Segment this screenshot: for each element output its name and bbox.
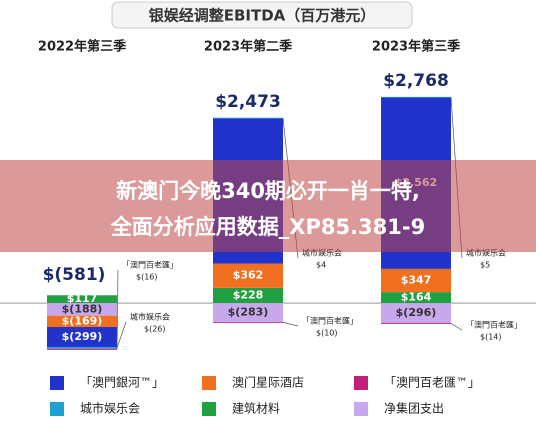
value-label: $362: [233, 269, 264, 282]
value-label: $(296): [396, 306, 437, 319]
legend-label: 净集团支出: [384, 401, 444, 416]
callout-name: 城市娱乐会: [130, 312, 170, 322]
value-label: $228: [233, 288, 264, 301]
legend-swatch: [354, 402, 368, 416]
value-label: $(283): [228, 306, 269, 319]
bar-segment: [381, 292, 451, 304]
legend-swatch: [202, 402, 216, 416]
bar-segment: [213, 303, 283, 323]
callout-value: $4: [316, 261, 326, 270]
callout-line: [450, 323, 463, 331]
value-label: $(299): [62, 330, 103, 343]
legend-label: 城市娱乐会: [80, 401, 140, 416]
callout-name: 城市娱乐会: [466, 248, 506, 258]
bar-segment: [381, 268, 451, 293]
legend-swatch: [50, 376, 64, 390]
total-label: $(581): [43, 265, 106, 285]
bar-segment: [47, 303, 117, 316]
legend-label: 建筑材料: [232, 401, 280, 416]
value-label: $164: [401, 291, 432, 304]
callout-line: [116, 321, 127, 349]
legend-label: 澳门星际酒店: [232, 375, 304, 390]
x-tick-label: 2023年第三季: [372, 39, 460, 55]
x-tick-label: 2023年第二季: [204, 39, 292, 55]
callout-value: $(16): [136, 273, 158, 282]
total-label: $2,768: [383, 71, 449, 91]
callout-name: 「澳門百老匯」: [466, 320, 522, 330]
bar-segment: [47, 315, 117, 328]
legend-label: 「澳門銀河™」: [80, 376, 164, 390]
watermark-text: 新澳门今晚340期必开一肖一特,: [116, 179, 420, 203]
callout-name: 「澳門百老匯」: [302, 316, 358, 326]
total-label: $2,473: [215, 92, 281, 112]
bar-segment: [47, 347, 117, 349]
watermark-text: 全面分析应用数据_XP85.381-9: [110, 215, 425, 239]
bar-segment: [381, 322, 451, 324]
value-label: $(188): [62, 302, 103, 315]
bar-segment: [381, 303, 451, 323]
x-tick-label: 2022年第三季: [38, 39, 126, 55]
watermark-band: [0, 160, 536, 252]
callout-line: [282, 322, 299, 327]
value-label: $(169): [62, 314, 103, 327]
legend-swatch: [50, 402, 64, 416]
value-label: $347: [401, 273, 432, 286]
legend-swatch: [202, 376, 216, 390]
legend-swatch: [354, 376, 368, 390]
bar-segment: [381, 96, 451, 98]
title-box: [111, 1, 413, 29]
bar-segment: [213, 287, 283, 304]
value-label: $117: [67, 292, 98, 305]
callout-line: [116, 269, 119, 350]
bar-segment: [47, 295, 117, 304]
callout-value: $5: [480, 261, 490, 270]
bar-segment: [213, 322, 283, 323]
callout-name: 城市娱乐会: [302, 248, 342, 258]
bar-segment: [213, 117, 283, 119]
bar-segment: [47, 327, 117, 348]
bar-segment: [47, 348, 117, 350]
chart-title: 银娱经调整EBITDA（百万港元）: [149, 7, 376, 25]
bar-segment: [213, 263, 283, 288]
callout-name: 「澳門百老匯」: [122, 260, 178, 270]
callout-value: $(26): [144, 325, 166, 334]
legend-label: 「澳門百老匯™」: [384, 376, 480, 390]
callout-value: $(14): [480, 333, 502, 342]
callout-value: $(10): [316, 329, 338, 338]
